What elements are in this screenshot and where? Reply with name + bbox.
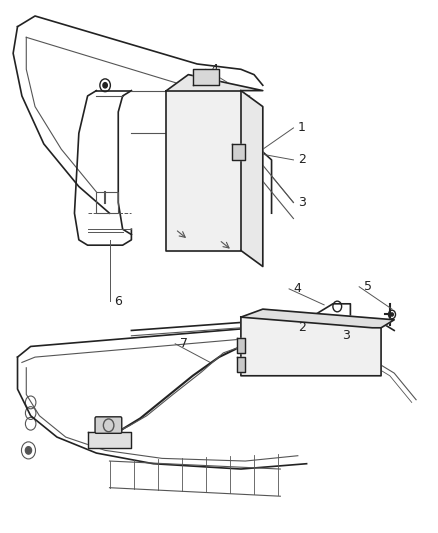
FancyBboxPatch shape	[95, 417, 122, 433]
Polygon shape	[237, 338, 245, 353]
Text: 3: 3	[298, 196, 306, 209]
Polygon shape	[237, 357, 245, 372]
Text: 4: 4	[293, 282, 301, 295]
Text: 1: 1	[298, 122, 306, 134]
Text: 2: 2	[298, 154, 306, 166]
Circle shape	[25, 447, 32, 454]
Polygon shape	[241, 317, 381, 376]
Polygon shape	[232, 144, 245, 160]
Text: 6: 6	[114, 295, 122, 308]
Polygon shape	[166, 75, 263, 91]
Text: 5: 5	[364, 280, 371, 293]
Bar	[96, 192, 118, 213]
Polygon shape	[241, 91, 263, 266]
Text: 3: 3	[342, 329, 350, 342]
Text: 7: 7	[180, 337, 187, 350]
Polygon shape	[88, 432, 131, 448]
Text: 2: 2	[298, 321, 306, 334]
Text: 4: 4	[210, 63, 218, 76]
Polygon shape	[241, 309, 394, 328]
Circle shape	[103, 83, 107, 88]
Polygon shape	[193, 69, 219, 85]
Polygon shape	[166, 91, 241, 251]
Circle shape	[391, 313, 393, 316]
